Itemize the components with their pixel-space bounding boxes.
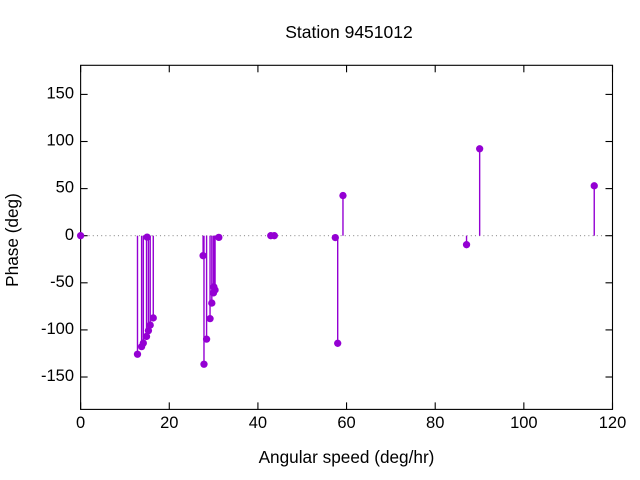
svg-text:0: 0 [76,414,85,432]
svg-text:0: 0 [65,226,74,244]
svg-text:100: 100 [46,132,74,150]
svg-text:120: 120 [599,414,627,432]
svg-text:-50: -50 [50,273,74,291]
svg-text:50: 50 [56,179,74,197]
svg-text:150: 150 [46,85,74,103]
svg-text:-150: -150 [41,367,74,385]
svg-text:Station 9451012: Station 9451012 [285,22,412,42]
svg-text:60: 60 [337,414,355,432]
svg-text:20: 20 [160,414,178,432]
svg-text:40: 40 [249,414,267,432]
svg-text:100: 100 [510,414,538,432]
svg-text:80: 80 [426,414,444,432]
svg-text:Angular speed (deg/hr): Angular speed (deg/hr) [259,447,435,467]
svg-text:-100: -100 [41,320,74,338]
svg-text:Phase (deg): Phase (deg) [2,193,22,287]
